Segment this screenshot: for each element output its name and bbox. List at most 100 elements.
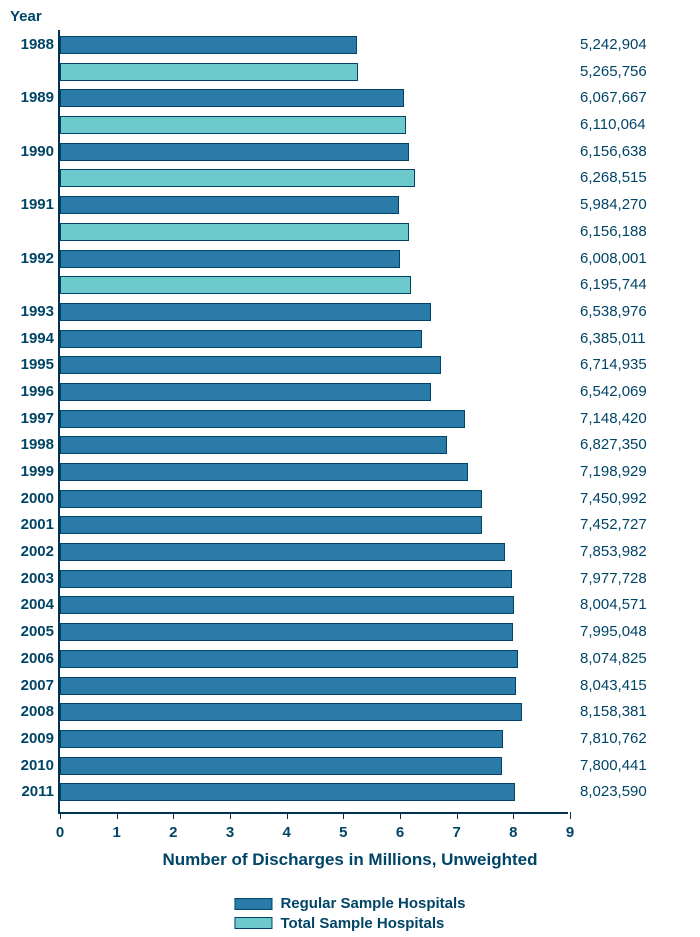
xtick-mark (570, 812, 571, 819)
year-label: 2007 (21, 677, 54, 694)
value-label: 7,148,420 (580, 410, 647, 427)
xtick-label: 9 (566, 824, 574, 841)
xtick-label: 0 (56, 824, 64, 841)
year-label: 2010 (21, 757, 54, 774)
bar-regular (60, 730, 503, 748)
year-label: 2000 (21, 490, 54, 507)
xtick-label: 5 (339, 824, 347, 841)
xtick-mark (400, 812, 401, 819)
legend-swatch (234, 917, 272, 929)
year-label: 1989 (21, 89, 54, 106)
plot-area: 0123456789198819891990199119921993199419… (58, 30, 568, 814)
xtick-label: 6 (396, 824, 404, 841)
value-label: 6,110,064 (580, 116, 646, 133)
bar-regular (60, 303, 431, 321)
year-label: 2002 (21, 543, 54, 560)
xtick-mark (230, 812, 231, 819)
bar-regular (60, 703, 522, 721)
year-label: 1997 (21, 410, 54, 427)
bar-regular (60, 783, 515, 801)
bar-regular (60, 570, 512, 588)
x-axis-title: Number of Discharges in Millions, Unweig… (0, 850, 700, 870)
bar-regular (60, 650, 518, 668)
value-label: 8,023,590 (580, 783, 647, 800)
value-label: 6,067,667 (580, 89, 647, 106)
year-label: 1994 (21, 330, 54, 347)
bar-regular (60, 196, 399, 214)
value-label: 6,538,976 (580, 303, 647, 320)
bar-total (60, 63, 358, 81)
year-label: 1992 (21, 250, 54, 267)
value-label: 6,385,011 (580, 330, 646, 347)
year-label: 1990 (21, 143, 54, 160)
value-label: 8,158,381 (580, 703, 647, 720)
legend-item: Total Sample Hospitals (234, 914, 465, 934)
year-label: 2006 (21, 650, 54, 667)
year-label: 2004 (21, 596, 54, 613)
bar-total (60, 169, 415, 187)
value-label: 5,984,270 (580, 196, 647, 213)
value-label: 5,265,756 (580, 63, 647, 80)
legend-label: Regular Sample Hospitals (280, 894, 465, 914)
bar-regular (60, 89, 404, 107)
value-label: 6,268,515 (580, 169, 647, 186)
xtick-mark (117, 812, 118, 819)
xtick-mark (457, 812, 458, 819)
y-axis-title: Year (10, 8, 42, 25)
bar-total (60, 223, 409, 241)
year-label: 1995 (21, 356, 54, 373)
bar-regular (60, 410, 465, 428)
bar-regular (60, 757, 502, 775)
bar-regular (60, 463, 468, 481)
xtick-mark (343, 812, 344, 819)
bar-regular (60, 143, 409, 161)
xtick-mark (287, 812, 288, 819)
value-label: 6,156,188 (580, 223, 647, 240)
bar-regular (60, 623, 513, 641)
discharges-chart: Year 01234567891988198919901991199219931… (0, 0, 700, 933)
value-label: 7,450,992 (580, 490, 647, 507)
xtick-label: 8 (509, 824, 517, 841)
bar-total (60, 276, 411, 294)
value-label: 7,995,048 (580, 623, 647, 640)
year-label: 2003 (21, 570, 54, 587)
year-label: 1991 (21, 196, 54, 213)
year-label: 2001 (21, 516, 54, 533)
bar-regular (60, 250, 400, 268)
year-label: 1993 (21, 303, 54, 320)
value-label: 6,156,638 (580, 143, 647, 160)
value-label: 7,800,441 (580, 757, 647, 774)
year-label: 1999 (21, 463, 54, 480)
year-label: 2005 (21, 623, 54, 640)
bar-regular (60, 490, 482, 508)
bar-regular (60, 330, 422, 348)
value-label: 5,242,904 (580, 36, 647, 53)
value-label: 6,195,744 (580, 276, 647, 293)
bar-regular (60, 596, 514, 614)
xtick-label: 3 (226, 824, 234, 841)
bar-regular (60, 356, 441, 374)
bar-regular (60, 543, 505, 561)
bar-regular (60, 677, 516, 695)
xtick-label: 4 (282, 824, 290, 841)
xtick-mark (173, 812, 174, 819)
bar-regular (60, 516, 482, 534)
legend-item: Regular Sample Hospitals (234, 894, 465, 914)
year-label: 1996 (21, 383, 54, 400)
year-label: 1998 (21, 436, 54, 453)
value-label: 7,198,929 (580, 463, 647, 480)
value-label: 6,827,350 (580, 436, 647, 453)
bar-total (60, 116, 406, 134)
value-label: 7,452,727 (580, 516, 647, 533)
bar-regular (60, 436, 447, 454)
xtick-label: 7 (452, 824, 460, 841)
year-label: 2008 (21, 703, 54, 720)
xtick-label: 1 (112, 824, 120, 841)
value-label: 8,004,571 (580, 596, 647, 613)
legend: Regular Sample HospitalsTotal Sample Hos… (226, 890, 473, 937)
xtick-label: 2 (169, 824, 177, 841)
value-label: 7,810,762 (580, 730, 647, 747)
xtick-mark (60, 812, 61, 819)
value-label: 7,977,728 (580, 570, 647, 587)
legend-label: Total Sample Hospitals (280, 914, 444, 934)
